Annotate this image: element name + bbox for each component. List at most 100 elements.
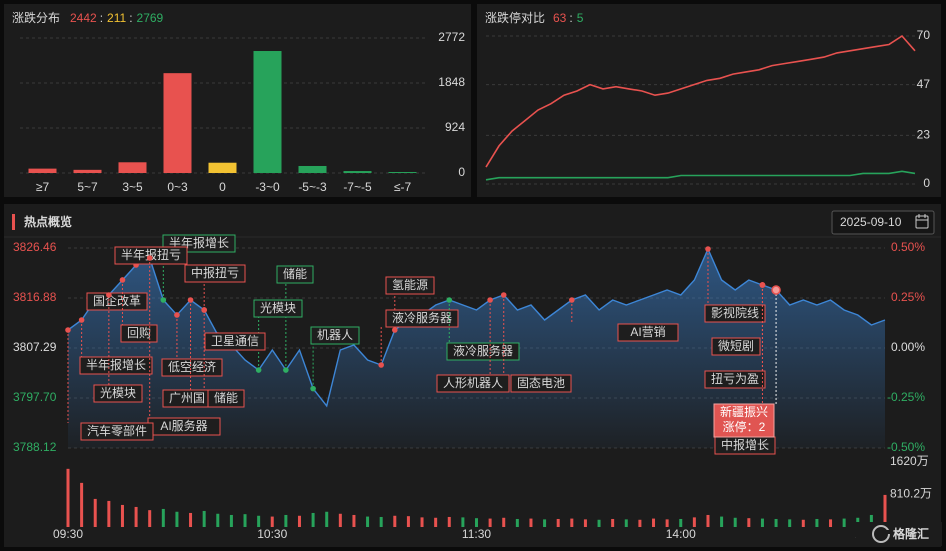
hotspot-tag[interactable] <box>114 246 188 265</box>
volume-bar <box>120 504 124 527</box>
volume-bar <box>543 519 547 527</box>
volume-bar <box>393 515 397 527</box>
summary-count: 2769 <box>137 11 164 25</box>
volume-bar <box>461 517 465 527</box>
bar <box>388 172 417 173</box>
hotspot-tag[interactable] <box>510 374 572 393</box>
y2-tick-label: -0.50% <box>887 440 925 454</box>
hotspot-text: 影视院线 <box>711 305 759 320</box>
volume-bar <box>829 519 833 527</box>
hotspot-tag[interactable] <box>276 265 314 284</box>
volume-bar <box>420 517 424 527</box>
x-tick-label: 14:00 <box>666 527 696 541</box>
hotspot-tag[interactable] <box>617 323 679 342</box>
volume-tick-label: 1620万 <box>890 454 929 468</box>
hotspot-text: 液冷服务器 <box>392 310 452 325</box>
hotspot-tag[interactable] <box>161 358 223 377</box>
hotspot-dot <box>119 277 126 283</box>
volume-bar <box>652 518 656 527</box>
hotspot-text: 卫星通信 <box>211 334 259 348</box>
hotspot-text: 储能 <box>283 266 307 281</box>
hotspot-tag[interactable] <box>385 309 459 328</box>
volume-bar <box>257 515 261 527</box>
brand-text: 格隆汇 <box>893 526 929 541</box>
volume-bar <box>270 516 274 527</box>
bar <box>28 168 57 173</box>
hotspot-dot <box>392 327 398 333</box>
highlight-box[interactable] <box>713 403 775 438</box>
hotspot-dot <box>569 297 575 303</box>
highlight-dot <box>771 285 781 295</box>
volume-bar <box>379 516 383 527</box>
y-tick-label: 3797.70 <box>13 390 57 404</box>
volume-bar <box>815 518 819 527</box>
panel <box>4 4 471 197</box>
hotspot-tag[interactable] <box>436 374 510 393</box>
hotspot-text: 低空经济 <box>168 359 216 374</box>
summary-separator: : <box>100 11 103 25</box>
hotspot-text: AI服务器 <box>160 418 207 433</box>
y-tick-label: 0 <box>923 176 930 190</box>
series-line <box>485 34 916 168</box>
hotspot-text: AI营销 <box>630 325 665 339</box>
hotspot-tag[interactable] <box>93 384 143 403</box>
x-tick-label: 0 <box>219 180 226 194</box>
hotspot-dot <box>310 385 316 392</box>
y-tick-label: 2772 <box>438 30 465 44</box>
hotspot-tag[interactable] <box>204 332 266 351</box>
hotspot-tag[interactable] <box>704 304 766 323</box>
volume-bar <box>583 519 587 527</box>
x-tick-label: ≤-7 <box>394 180 412 194</box>
hotspot-tag[interactable] <box>704 370 766 389</box>
hotspot-tag[interactable] <box>253 299 303 318</box>
volume-bar <box>502 517 506 527</box>
hotspot-dot <box>500 292 507 298</box>
volume-bar <box>679 518 683 527</box>
hotspot-dot <box>146 255 153 261</box>
date-picker[interactable] <box>831 210 935 235</box>
highlight-name: 新疆振兴 <box>720 404 768 419</box>
hotspot-text: 国企改革 <box>93 293 141 308</box>
hotspot-tag[interactable] <box>446 342 520 361</box>
x-tick-label: ≥7 <box>36 180 50 194</box>
volume-bar <box>325 511 329 527</box>
volume-bar <box>869 514 873 527</box>
x-tick-label: 0~3 <box>167 180 188 194</box>
volume-bar <box>447 516 451 527</box>
y2-tick-label: 0.50% <box>891 240 925 254</box>
volume-bar <box>556 518 560 527</box>
x-tick-label: 5~7 <box>77 180 98 194</box>
volume-bar <box>733 517 737 527</box>
hotspot-dot <box>446 297 453 303</box>
hotspot-tag[interactable] <box>80 422 154 441</box>
volume-bar <box>311 512 315 527</box>
y-tick-label: 0 <box>458 165 465 179</box>
hotspot-dot <box>705 246 711 252</box>
y-tick-label: 3788.12 <box>13 440 57 454</box>
hotspot-text: 半年报增长 <box>86 357 146 372</box>
hotspot-tag[interactable] <box>711 337 761 356</box>
volume-bar <box>597 519 601 527</box>
hotspot-text: 汽车零部件 <box>87 423 147 438</box>
volume-bar <box>216 513 220 527</box>
bar <box>73 169 102 173</box>
hotspot-tag[interactable] <box>120 324 158 343</box>
hotspot-tag[interactable] <box>385 276 435 295</box>
volume-bar <box>66 468 70 527</box>
volume-bar <box>366 516 370 527</box>
volume-bar <box>692 517 696 527</box>
bar <box>253 51 282 173</box>
hotspot-text: 固态电池 <box>517 376 565 390</box>
y-tick-label: 3816.88 <box>13 290 57 304</box>
hotspot-tag[interactable] <box>86 292 148 311</box>
x-tick-label: -7~-5 <box>343 180 372 194</box>
hotspot-tag[interactable] <box>310 326 360 345</box>
volume-bar <box>706 514 710 527</box>
hotspot-dot <box>283 367 289 373</box>
calendar-icon <box>915 214 929 229</box>
hotspot-tag[interactable] <box>184 264 246 283</box>
volume-bar <box>801 519 805 527</box>
hotspot-tag[interactable] <box>79 356 153 375</box>
volume-bar <box>93 498 97 527</box>
hotspot-tag[interactable] <box>207 389 245 408</box>
